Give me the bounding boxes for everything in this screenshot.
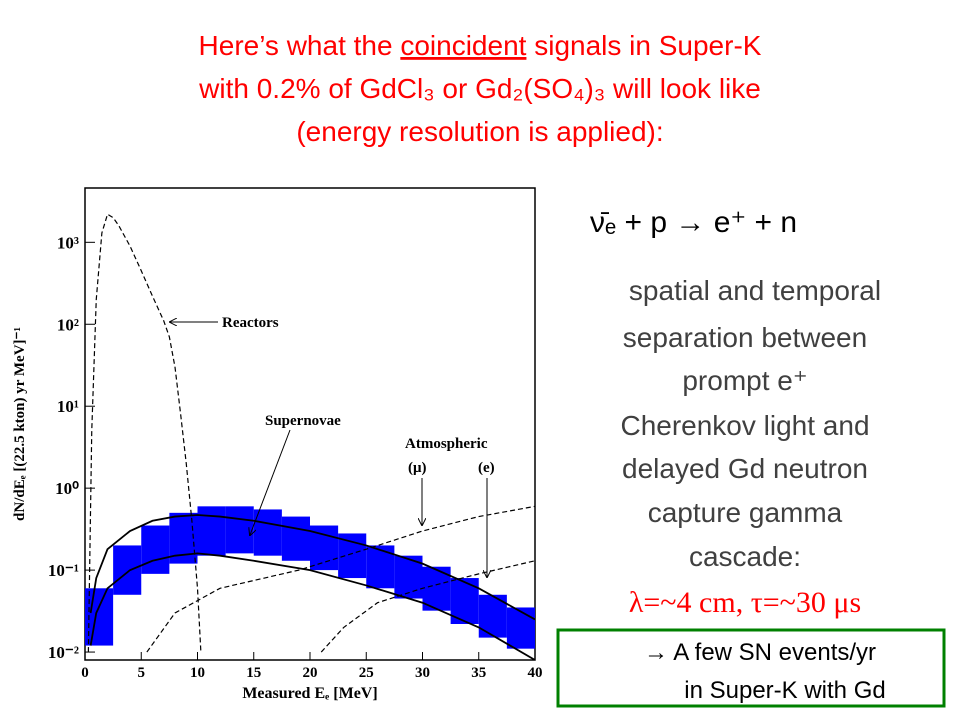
description-line: delayed Gd neutron [622, 453, 868, 484]
x-tick-label: 25 [359, 665, 374, 681]
band-bar [506, 607, 535, 649]
y-tick-label: 10⁻¹ [48, 561, 79, 580]
conclusion-line: in Super-K with Gd [684, 677, 885, 704]
description-line: prompt e⁺ [682, 365, 807, 396]
curve [320, 560, 535, 653]
band-bar [85, 588, 114, 646]
curve [87, 213, 202, 653]
annotation: Reactors [222, 315, 279, 331]
conclusion-box [556, 628, 946, 708]
annotation: (e) [478, 460, 495, 476]
annotation: (μ) [408, 460, 427, 476]
description-line: spatial and temporal [629, 275, 881, 306]
reaction: ν̄ₑ + p → e⁺ + n [590, 206, 797, 239]
title: Here’s what the coincident signals in Su… [198, 30, 762, 147]
description-line: Cherenkov light and [620, 410, 869, 441]
title-line: Here’s what the coincident signals in Su… [199, 30, 762, 61]
x-tick-label: 15 [246, 665, 261, 681]
description-line: separation between [623, 322, 867, 353]
x-tick-label: 35 [471, 665, 486, 681]
title-line: with 0.2% of GdCl₃ or Gd₂(SO₄)₃ will loo… [198, 73, 761, 104]
x-tick-label: 20 [303, 665, 318, 681]
x-tick-label: 30 [415, 665, 430, 681]
description-line: capture gamma [648, 497, 843, 528]
y-tick-label: 10⁰ [55, 479, 79, 498]
description: spatial and temporal separation between pr… [620, 275, 881, 572]
x-axis-label: Measured Eₑ [MeV] [242, 685, 377, 702]
band-bar [113, 545, 142, 595]
x-tick-label: 5 [138, 665, 146, 681]
curve [146, 505, 535, 653]
title-part: coincident [400, 30, 526, 61]
annotation: Atmospheric [405, 436, 488, 452]
annotation: Supernovae [265, 413, 341, 429]
band-bar [338, 533, 367, 579]
title-part: signals in Super-K [526, 30, 761, 61]
y-tick-label: 10¹ [57, 397, 79, 416]
scales: λ=~4 cm, τ=~30 μs [629, 586, 861, 619]
band-bar [141, 525, 170, 574]
x-tick-label: 10 [190, 665, 205, 681]
band-bar [281, 516, 310, 561]
band-bar [197, 506, 226, 556]
title-line: (energy resolution is applied): [296, 116, 663, 147]
y-axis-label: dN/dEₑ [(22.5 kton) yr MeV]⁻¹ [12, 327, 28, 521]
x-tick-label: 40 [528, 665, 543, 681]
y-tick-label: 10³ [57, 233, 79, 252]
arrow [250, 429, 291, 535]
y-tick-label: 10⁻² [48, 643, 79, 662]
band-bar [225, 506, 254, 554]
description-line: cascade: [689, 541, 801, 572]
band-bar [253, 509, 282, 556]
plot-area [85, 213, 535, 660]
curve [89, 514, 535, 621]
chart: 0 5 10 15 20 25 30 35 40 10⁻² 10⁻¹ 10⁰ 10¹ 10² 10³ Meas… [12, 187, 543, 702]
x-tick-label: 0 [81, 665, 89, 681]
y-tick-label: 10² [57, 315, 79, 334]
annotations: Reactors Supernovae Atmospheric (μ) (e) [170, 315, 495, 577]
conclusion-line: → A few SN events/yr [644, 639, 876, 666]
title-part: Here’s what the [199, 30, 401, 61]
band-bar [366, 545, 395, 589]
curve [89, 552, 535, 660]
